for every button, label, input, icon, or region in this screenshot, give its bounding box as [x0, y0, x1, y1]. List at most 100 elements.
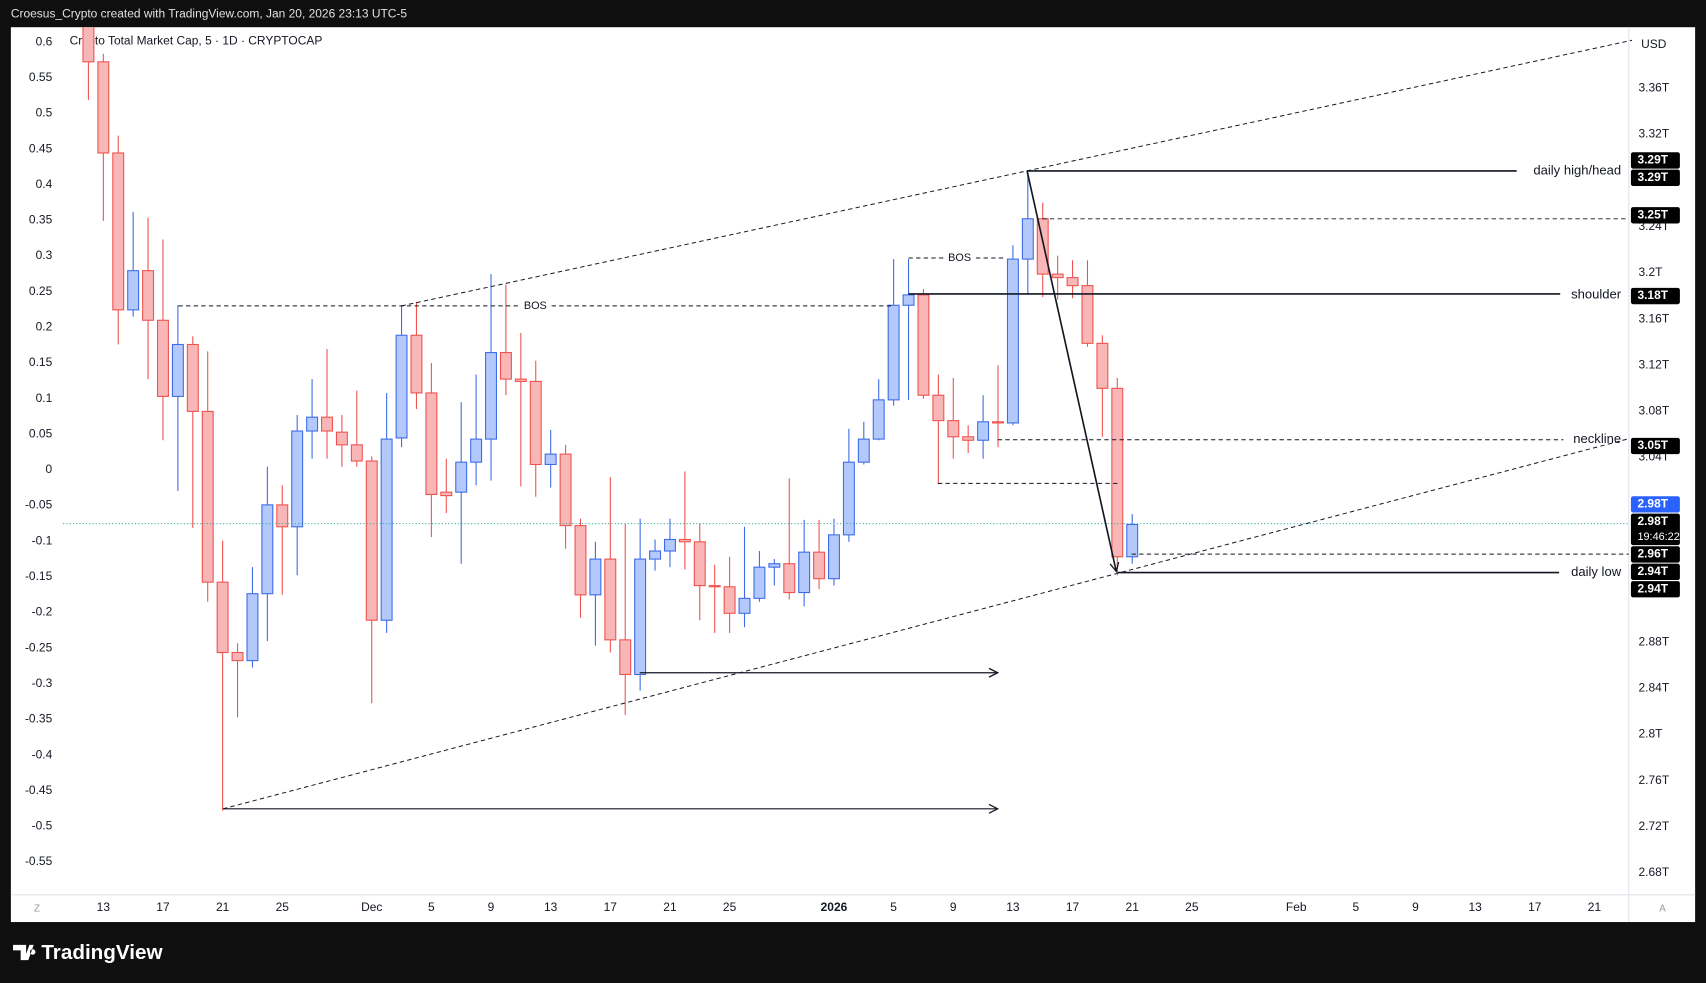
candle-body — [604, 558, 617, 641]
candle-body — [1051, 273, 1064, 279]
candle-body — [559, 453, 572, 527]
y-tick-label: 3.12T — [1639, 357, 1670, 371]
price-label: 2.94T — [1637, 581, 1668, 595]
y-tick-label: 2.76T — [1639, 773, 1670, 787]
y2-tick-label: 0.35 — [29, 213, 53, 227]
x-tick-label: 13 — [97, 900, 111, 914]
scale-button[interactable]: A — [1659, 904, 1666, 915]
y2-tick-label: 0.45 — [29, 141, 53, 155]
x-tick-label: 21 — [663, 900, 677, 914]
y2-tick-label: 0 — [46, 462, 53, 476]
y2-tick-label: 0.3 — [36, 248, 53, 262]
candle-body — [947, 420, 960, 438]
price-label-box — [1630, 207, 1680, 224]
channel-upper — [401, 39, 1633, 307]
x-tick-label: Dec — [361, 900, 382, 914]
candle-body — [932, 394, 945, 422]
y2-tick-label: 0.5 — [36, 106, 53, 120]
candle-body — [693, 541, 706, 587]
candle-body — [425, 392, 438, 496]
price-label: 2.94T — [1637, 564, 1668, 578]
candle-body — [1006, 258, 1019, 424]
drop-arrow — [1026, 170, 1116, 572]
price-label: 3.18T — [1637, 288, 1668, 302]
price-label-box — [1630, 581, 1680, 598]
annotation: shoulder — [1571, 286, 1622, 301]
footer-brand: TradingView — [41, 941, 163, 964]
candle-body — [350, 444, 363, 462]
y-tick-label: 3.2T — [1639, 265, 1664, 279]
y2-tick-label: -0.3 — [32, 676, 53, 690]
candle-body — [768, 563, 781, 568]
candle-body — [589, 558, 602, 596]
y-tick-label: 3.32T — [1639, 127, 1670, 141]
price-label: 3.05T — [1637, 438, 1668, 452]
candle-body — [321, 416, 333, 432]
y2-tick-label: -0.2 — [32, 605, 53, 619]
candle-body — [634, 558, 647, 676]
price-label-box — [1630, 513, 1680, 546]
x-tick-label: 9 — [950, 900, 957, 914]
x-tick-label: 25 — [276, 900, 290, 914]
candle-body — [574, 525, 587, 596]
price-label-box — [1630, 152, 1680, 169]
chart-title: Crypto Total Market Cap, 5 · 1D · CRYPTO… — [70, 34, 323, 48]
candle-body — [827, 534, 840, 580]
candle-body — [156, 319, 169, 397]
candle-body — [544, 453, 557, 466]
candles — [82, 27, 1139, 811]
y2-tick-label: 0.25 — [29, 284, 53, 298]
candle-body — [708, 585, 721, 588]
candle-body — [291, 430, 304, 528]
candle-body — [1081, 285, 1094, 344]
price-label-box — [1630, 563, 1680, 581]
price-label-box — [1630, 169, 1680, 186]
y2-tick-label: -0.1 — [32, 533, 53, 547]
y2-tick-label: 0.4 — [36, 177, 53, 191]
candle-body — [783, 563, 796, 594]
x-tick-label: 13 — [1006, 900, 1020, 914]
annotation: daily low — [1571, 564, 1622, 579]
y2-tick-label: 0.6 — [36, 34, 53, 48]
candle-body — [231, 651, 244, 662]
candle-body — [82, 27, 95, 63]
candle-body — [380, 438, 393, 621]
x-tick-label: 17 — [604, 900, 618, 914]
price-label-box — [1630, 437, 1680, 455]
y2-tick-label: -0.4 — [32, 747, 53, 761]
candle-body — [902, 294, 915, 306]
x-tick-label: 21 — [1588, 900, 1602, 914]
y-tick-label: 3.08T — [1639, 404, 1670, 418]
candle-body — [857, 438, 870, 463]
candle-body — [97, 61, 110, 154]
candle-body — [142, 270, 155, 321]
price-label: 2.98T — [1637, 514, 1668, 528]
candle-body — [872, 399, 885, 440]
candle-body — [977, 421, 990, 441]
candle-body — [663, 538, 676, 552]
candle-body — [410, 334, 423, 394]
y2-tick-label: 0.55 — [29, 70, 53, 84]
candle-body — [1126, 523, 1139, 558]
y2-tick-label: -0.55 — [25, 854, 53, 868]
price-label: 2.96T — [1637, 547, 1668, 561]
candle-body — [440, 491, 453, 497]
scale-button[interactable]: Z — [34, 904, 40, 915]
footer-logo — [13, 944, 36, 961]
annotation: BOS — [948, 252, 971, 264]
price-countdown: 19:46:22 — [1637, 531, 1679, 543]
x-tick-label: 25 — [723, 900, 737, 914]
candle-body — [1096, 342, 1109, 389]
candle-body — [112, 152, 125, 311]
candle-body — [395, 334, 408, 439]
candle-body — [813, 551, 826, 580]
price-label: 3.25T — [1637, 207, 1668, 221]
y-tick-label: 2.8T — [1639, 727, 1664, 741]
channel-lower — [222, 438, 1629, 810]
candle-body — [619, 639, 632, 676]
candle-body — [261, 504, 274, 595]
x-tick-label: 21 — [1126, 900, 1140, 914]
x-tick-label: 5 — [1353, 900, 1360, 914]
